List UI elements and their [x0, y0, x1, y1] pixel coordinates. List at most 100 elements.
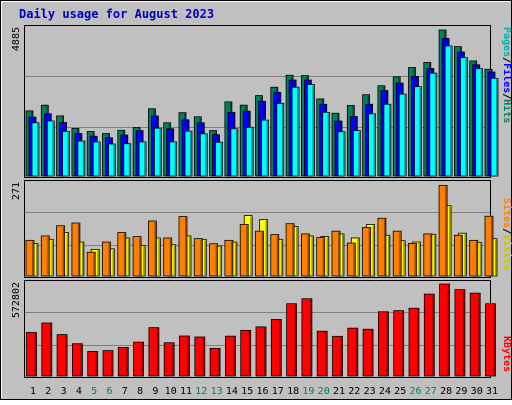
day-label-29: 29 [455, 386, 467, 397]
visits-panel-sites-bar-day-21-shade [338, 232, 340, 276]
legend-hits: Hits [501, 99, 512, 123]
hits-panel-pages-bar-day-28-shade [450, 46, 452, 177]
visits-panel-visits-bar-day-8-shade [143, 246, 145, 276]
kbytes-panel-kbytes-bar-day-13-fill [209, 347, 221, 377]
kbytes-panel-kbytes-bar-day-22-fill [347, 327, 359, 377]
visits-panel-sites-bar-day-6-shade [108, 243, 111, 276]
kbytes-panel-kbytes-bar-day-31-fill [485, 303, 496, 377]
visits-panel-sites-bar-day-13 [209, 243, 219, 277]
visits-panel-sites-bar-day-2-fill [40, 235, 50, 277]
visits-panel-visits-bar-day-27-shade [433, 235, 436, 276]
visits-panel-sites-bar-day-4 [71, 222, 81, 277]
visits-panel-visits-bar-day-26-shade [418, 243, 421, 276]
kbytes-panel-kbytes-bar-day-10-fill [163, 342, 175, 377]
hits-panel-pages-bar-day-1-shade [37, 123, 39, 176]
legend-pages: Pages [501, 27, 512, 57]
hits-panel-pages-bar-day-21-fill [337, 131, 346, 177]
kbytes-panel-kbytes-bar-day-1 [26, 332, 37, 377]
visits-panel-bars [25, 184, 498, 277]
kbytes-panel-kbytes-bar-day-23-shade [371, 330, 373, 376]
kbytes-panel-kbytes-bar-day-11-shade [187, 337, 190, 376]
kbytes-panel-kbytes-bar-day-22-shade [355, 329, 358, 376]
kbytes-panel-kbytes-bar-day-20-shade [325, 332, 327, 376]
visits-panel-sites-bar-day-14 [224, 239, 234, 277]
x-axis-day-labels: 1 2 3 4 5 6 7 8 9 10 11 12 13 14 15 16 17 18 19 20 21 22 23 24 2… [30, 386, 498, 397]
visits-panel-visits-bar-day-2-shade [51, 240, 53, 276]
visits-panel-sites-bar-day-23-fill [362, 227, 372, 277]
visits-panel-sites-bar-day-27 [423, 233, 433, 277]
visits-panel-sites-bar-day-9-shade [154, 222, 156, 276]
kbytes-panel-kbytes-bar-day-10 [163, 342, 175, 377]
visits-panel-sites-bar-day-18-shade [292, 224, 294, 276]
day-label-11: 11 [180, 386, 192, 397]
kbytes-panel-kbytes-bar-day-16-fill [255, 326, 267, 377]
visits-panel-sites-bar-day-13-fill [209, 243, 219, 277]
hits-panel-pages-bar-day-21 [337, 131, 346, 177]
legend-slash-2: / [501, 93, 512, 99]
hits-panel-pages-bar-day-20 [322, 111, 331, 177]
hits-panel-pages-bar-day-14-fill [230, 128, 239, 177]
kbytes-panel-kbytes-bar-day-7 [117, 347, 129, 377]
visits-panel-sites-bar-day-11-shade [185, 217, 187, 276]
kbytes-panel-kbytes-bar-day-2-fill [41, 322, 53, 377]
kbytes-panel-kbytes-bar-day-29-shade [462, 290, 465, 376]
kbytes-panel-kbytes-bar-day-7-fill [117, 347, 129, 377]
day-label-13: 13 [211, 386, 223, 397]
hits-panel-pages-bar-day-23-shade [373, 114, 376, 176]
day-label-23: 23 [364, 386, 376, 397]
kbytes-panel-kbytes-bar-day-17-shade [279, 320, 281, 376]
day-label-12: 12 [195, 386, 207, 397]
hits-panel-pages-bar-day-15 [245, 126, 254, 177]
visits-panel-sites-bar-day-8-fill [132, 236, 142, 277]
visits-panel-sites-bar-day-9-fill [147, 220, 157, 277]
hits-panel-pages-bar-day-12-fill [199, 133, 208, 177]
day-label-16: 16 [256, 386, 268, 397]
hits-panel-pages-bar-day-29 [459, 57, 468, 177]
kbytes-panel-kbytes-bar-day-12-shade [202, 337, 205, 376]
kbytes-panel-kbytes-bar-day-17 [270, 319, 282, 377]
hits-panel-pages-bar-day-30-shade [480, 69, 483, 176]
hits-panel-pages-bar-day-9-shade [159, 129, 161, 176]
kbytes-panel-kbytes-bar-day-19 [301, 298, 313, 377]
legend-slash-1: / [501, 57, 512, 63]
hits-panel-pages-bar-day-8 [138, 141, 147, 177]
visits-panel-sites-bar-day-1 [25, 239, 35, 277]
kbytes-panel-kbytes-bar-day-23 [362, 328, 374, 377]
kbytes-panel-kbytes-bar-day-8-fill [133, 341, 145, 377]
hits-panel-pages-bar-day-23 [368, 113, 377, 177]
hits-panel-pages-bar-day-3 [62, 131, 70, 177]
kbytes-panel-kbytes-bar-day-26 [408, 307, 420, 377]
kbytes-panel-kbytes-bar-day-22 [347, 327, 359, 377]
visits-panel-sites-bar-day-26 [408, 243, 417, 277]
hits-panel-pages-bar-day-30 [475, 68, 484, 177]
hits-panel-pages-bar-day-6-shade [113, 145, 116, 176]
hits-panel-pages-bar-day-11-fill [184, 130, 193, 177]
visits-panel-sites-bar-day-24 [377, 217, 387, 277]
visits-ymax-label: 271 [11, 182, 22, 200]
visits-panel-sites-bar-day-25-fill [392, 230, 402, 277]
day-label-14: 14 [226, 386, 238, 397]
kbytes-panel-kbytes-bar-day-4-shade [80, 344, 82, 376]
kbytes-panel-kbytes-bar-day-10-shade [172, 343, 174, 376]
hits-panel-pages-bar-day-31-shade [496, 79, 498, 176]
hits-panel-pages-bar-day-27-fill [429, 72, 438, 177]
day-label-5: 5 [91, 386, 97, 397]
visits-panel-sites-bar-day-12-fill [193, 238, 203, 277]
visits-panel-sites-bar-day-8-shade [139, 237, 141, 276]
kbytes-panel-kbytes-bar-day-23-fill [362, 328, 374, 377]
kbytes-panel-kbytes-bar-day-28-fill [439, 283, 451, 377]
hits-panel-pages-bar-day-14-shade [235, 129, 238, 176]
hits-panel-pages-bar-day-10-shade [174, 142, 177, 176]
visits-panel-sites-bar-day-31 [484, 215, 494, 277]
visits-panel-sites-bar-day-3-shade [62, 226, 65, 276]
kbytes-panel-kbytes-bar-day-8 [133, 341, 145, 377]
visits-panel-sites-bar-day-28-shade [445, 186, 447, 276]
kbytes-panel-kbytes-bar-day-29 [454, 289, 466, 377]
visits-panel-visits-bar-day-1-shade [36, 244, 38, 276]
visits-panel-sites-bar-day-22-fill [346, 242, 356, 277]
visits-panel-sites-bar-day-24-shade [383, 219, 386, 276]
visits-panel-visits-bar-day-25-shade [403, 241, 405, 276]
hits-panel-pages-bar-day-27-shade [434, 74, 437, 176]
hits-panel-pages-bar-day-13 [215, 141, 224, 177]
kbytes-panel-kbytes-bar-day-26-fill [408, 307, 420, 377]
